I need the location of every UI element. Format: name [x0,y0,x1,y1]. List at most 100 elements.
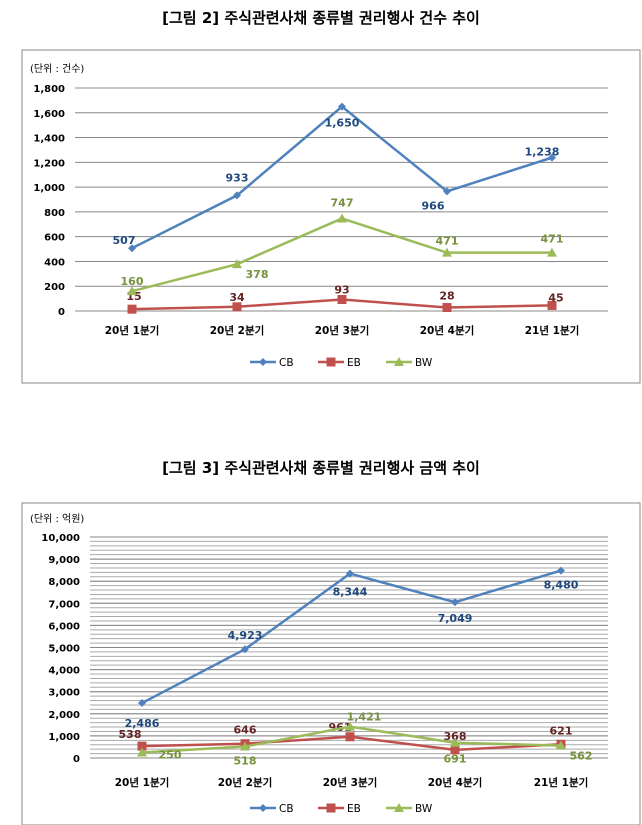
x-tick-label: 21년 1분기 [534,776,589,789]
data-point-bw [240,741,250,751]
data-point-eb [450,745,460,755]
data-label-bw: 1,421 [347,711,382,724]
chart2-frame [21,502,641,825]
data-point-cb [443,187,451,196]
y-tick-label: 800 [44,208,65,219]
data-label-bw: 471 [541,233,564,246]
y-tick-label: 7,000 [48,599,80,610]
legend-marker-eb [326,803,336,813]
data-label-eb: 28 [439,290,454,303]
chart2-unit-label: (단위 : 억원) [30,512,84,525]
y-tick-label: 4,000 [48,666,80,677]
data-point-eb [337,294,347,304]
data-point-eb [345,732,355,742]
y-tick-label: 9,000 [48,555,80,566]
x-tick-label: 20년 3분기 [323,776,378,789]
data-point-cb [241,645,249,654]
data-point-bw [547,247,557,257]
y-tick-label: 1,000 [33,183,65,194]
y-tick-label: 6,000 [48,621,80,632]
legend-label-eb: EB [347,357,361,369]
chart2-title: [그림 3] 주식관련사채 종류별 권리행사 금액 추이 [162,459,480,477]
data-point-cb [346,569,354,578]
data-point-bw [337,213,347,223]
y-tick-label: 8,000 [48,577,80,588]
legend-label-eb: EB [347,803,361,815]
data-point-eb [137,741,147,751]
y-tick-label: 1,200 [33,158,65,169]
y-tick-label: 400 [44,257,65,268]
data-point-eb [232,302,242,312]
legend-marker-bw [394,357,404,366]
data-label-cb: 8,480 [544,579,579,592]
y-tick-label: 600 [44,233,65,244]
legend-label-bw: BW [415,803,433,815]
data-point-cb [128,244,136,253]
y-tick-label: 0 [73,754,80,765]
x-tick-label: 20년 3분기 [315,324,370,337]
data-label-eb: 45 [548,291,563,304]
data-point-cb [548,153,556,162]
y-tick-label: 1,800 [33,84,65,95]
data-point-cb [557,566,565,575]
data-point-eb [127,304,137,314]
data-point-cb [338,102,346,111]
y-tick-label: 2,000 [48,710,80,721]
data-label-bw: 518 [234,755,257,768]
chart1-unit-label: (단위 : 건수) [30,62,84,75]
legend-marker-bw [394,803,404,812]
data-label-bw: 378 [246,268,269,281]
legend-label-bw: BW [415,357,433,369]
legend-marker-cb [259,358,267,366]
data-label-cb: 4,923 [228,629,263,642]
data-point-eb [442,303,452,313]
data-label-bw: 250 [159,748,182,761]
data-point-bw [442,247,452,257]
y-tick-label: 1,400 [33,134,65,145]
data-label-cb: 7,049 [438,612,473,625]
data-label-cb: 1,650 [325,117,360,130]
data-label-eb: 646 [234,724,257,737]
series-line-bw [131,217,552,293]
x-tick-label: 20년 4분기 [420,324,475,337]
data-point-bw [450,737,460,747]
y-tick-label: 3,000 [48,688,80,699]
x-tick-label: 20년 1분기 [105,324,160,337]
chart1-title: [그림 2] 주식관련사채 종류별 권리행사 건수 추이 [162,9,480,27]
data-point-bw [127,286,137,296]
legend-marker-cb [259,804,267,812]
data-label-eb: 34 [229,291,245,304]
data-label-bw: 562 [570,750,593,763]
data-point-bw [137,747,147,757]
data-label-cb: 2,486 [125,717,160,730]
legend-label-cb: CB [279,357,294,369]
data-label-cb: 966 [422,199,445,212]
x-tick-label: 20년 1분기 [115,776,170,789]
y-tick-label: 10,000 [41,533,80,544]
x-tick-label: 21년 1분기 [525,324,580,337]
data-label-eb: 368 [444,730,467,743]
chart1-frame [21,49,641,384]
data-label-eb: 538 [119,728,142,741]
data-label-cb: 1,238 [525,146,560,159]
data-point-cb [233,191,241,200]
data-point-bw [232,259,242,269]
data-label-bw: 471 [436,235,459,248]
x-tick-label: 20년 4분기 [428,776,483,789]
data-label-cb: 933 [226,171,249,184]
y-tick-label: 1,000 [48,732,80,743]
x-tick-label: 20년 2분기 [218,776,273,789]
data-label-bw: 691 [444,753,467,766]
y-tick-label: 1,600 [33,109,65,120]
x-tick-label: 20년 2분기 [210,324,265,337]
data-point-cb [451,598,459,607]
data-label-eb: 93 [334,283,349,296]
y-tick-label: 0 [58,307,65,318]
y-tick-label: 200 [44,282,65,293]
data-label-bw: 747 [331,196,354,209]
data-label-bw: 160 [121,275,144,288]
data-point-eb [547,300,557,310]
y-tick-label: 5,000 [48,644,80,655]
data-label-eb: 621 [550,724,573,737]
